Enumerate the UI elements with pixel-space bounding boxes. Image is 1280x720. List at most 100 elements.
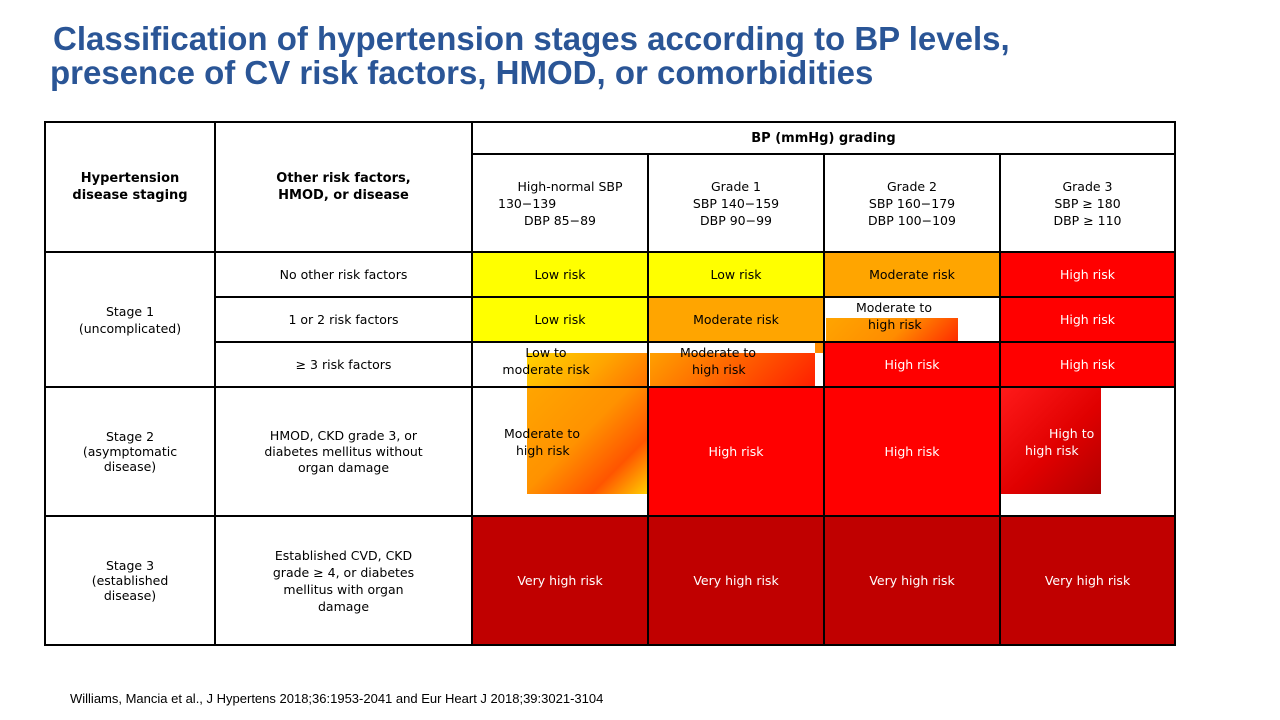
risk-cell-none-high-normal: Low risk xyxy=(472,252,648,297)
risk-label: Low risk xyxy=(534,267,586,282)
risk-cell-stage3-grade-2: Very high risk xyxy=(824,516,1000,645)
grade-high-normal-line-3: DBP 85−89 xyxy=(524,212,596,228)
risk-label-line-2: high risk xyxy=(1025,443,1079,458)
risk-cell-none-grade-1: Low risk xyxy=(648,252,824,297)
header-risk-factors: Other risk factors, HMOD, or disease xyxy=(215,122,472,252)
stage-2-line-2: (asymptomatic xyxy=(82,444,178,459)
risk-label: High risk xyxy=(884,444,940,459)
risk-label: Very high risk xyxy=(869,573,955,588)
risk-cell-none-grade-2: Moderate risk xyxy=(824,252,1000,297)
risk-label: High risk xyxy=(884,357,940,372)
header-risk-line-2: HMOD, or disease xyxy=(278,188,409,203)
risk-label: Moderate risk xyxy=(693,312,779,327)
header-staging-line-1: Hypertension xyxy=(80,171,180,186)
risk-label: High risk xyxy=(708,444,764,459)
risk-label: Moderate risk xyxy=(869,267,955,282)
risk-label: Low risk xyxy=(534,312,586,327)
grade-1-line-3: DBP 90−99 xyxy=(700,212,772,228)
stage-3-line-2: (established xyxy=(91,573,169,588)
risk-label-line-1: Low to xyxy=(525,345,567,360)
risk-factors-stage-3: Established CVD, CKD grade ≥ 4, or diabe… xyxy=(215,516,472,645)
header-bp-grading: BP (mmHg) grading xyxy=(472,122,1175,154)
grade-1-line-1: Grade 1 xyxy=(710,178,762,194)
risk-cell-stage2-high-normal: Moderate to high risk xyxy=(504,425,580,459)
stage-3-label: Stage 3 (established disease) xyxy=(45,516,215,645)
stage-3-line-1: Stage 3 xyxy=(105,558,155,573)
risk-factors-3-plus-label: ≥ 3 risk factors xyxy=(295,357,392,372)
rf-stage2-line-3: organ damage xyxy=(297,459,390,475)
risk-label: High risk xyxy=(1059,357,1116,372)
risk-label-line-2: high risk xyxy=(868,317,922,332)
grade-1-line-2: SBP 140−159 xyxy=(692,195,780,211)
page-title: Classification of hypertension stages ac… xyxy=(50,22,1010,90)
stage-2-label: Stage 2 (asymptomatic disease) xyxy=(45,387,215,516)
grade-2-line-3: DBP 100−109 xyxy=(868,212,956,228)
grade-3: Grade 3 SBP ≥ 180 DBP ≥ 110 xyxy=(1000,154,1175,252)
risk-cell-3plus-grade-2: High risk xyxy=(824,342,1000,387)
header-staging-line-2: disease staging xyxy=(72,188,188,203)
risk-cell-1-2-high-normal: Low risk xyxy=(472,297,648,342)
risk-label-line-1: Moderate to xyxy=(856,300,932,315)
stage-3-line-3: disease) xyxy=(103,588,157,603)
grade-high-normal-line-1: High-normal SBP xyxy=(517,178,623,194)
risk-label-line-2: high risk xyxy=(692,362,746,377)
risk-label: Very high risk xyxy=(1044,573,1131,588)
citation: Williams, Mancia et al., J Hypertens 201… xyxy=(70,691,604,706)
risk-label-line-1: High to xyxy=(1049,426,1095,441)
risk-cell-stage2-grade-2: High risk xyxy=(824,387,1000,516)
grade-high-normal-line-2: 130−139 xyxy=(498,195,557,211)
risk-cell-stage3-high-normal: Very high risk xyxy=(472,516,648,645)
rf-stage3-line-1: Established CVD, CKD xyxy=(274,547,413,563)
risk-cell-3plus-grade-3: High risk xyxy=(1000,342,1175,387)
risk-factors-1-2-label: 1 or 2 risk factors xyxy=(288,312,399,327)
grade-2-line-1: Grade 2 xyxy=(886,178,938,194)
risk-cell-stage3-grade-3: Very high risk xyxy=(1000,516,1175,645)
risk-cell-1-2-grade-2: Moderate to high risk xyxy=(856,299,932,333)
stage-1-label: Stage 1 (uncomplicated) xyxy=(45,252,215,387)
risk-factors-none: No other risk factors xyxy=(215,252,472,297)
grade-high-normal: High-normal SBP 130−139 DBP 85−89 xyxy=(472,154,648,252)
grade-3-line-1: Grade 3 xyxy=(1062,178,1113,194)
risk-label: Low risk xyxy=(710,267,762,282)
title-line-1: Classification of hypertension stages ac… xyxy=(53,20,1010,57)
header-staging: Hypertension disease staging xyxy=(45,122,215,252)
grade-2-line-2: SBP 160−179 xyxy=(868,195,956,211)
rf-stage3-line-3: mellitus with organ xyxy=(283,581,404,597)
risk-factors-stage-2: HMOD, CKD grade 3, or diabetes mellitus … xyxy=(215,387,472,516)
rf-stage2-line-2: diabetes mellitus without xyxy=(264,443,423,459)
stage-2-line-3: disease) xyxy=(103,459,157,474)
risk-cell-stage2-grade-3: High to high risk xyxy=(1025,425,1094,459)
risk-cell-3plus-grade-1: Moderate to high risk xyxy=(680,344,756,378)
title-line-2: presence of CV risk factors, HMOD, or co… xyxy=(50,54,874,91)
risk-cell-stage3-grade-1: Very high risk xyxy=(648,516,824,645)
risk-label-line-2: moderate risk xyxy=(502,362,590,377)
stage-1-line-1: Stage 1 xyxy=(105,303,155,319)
rf-stage2-line-1: HMOD, CKD grade 3, or xyxy=(269,427,418,443)
risk-factors-none-label: No other risk factors xyxy=(279,267,408,282)
risk-factors-1-2: 1 or 2 risk factors xyxy=(215,297,472,342)
grade-1: Grade 1 SBP 140−159 DBP 90−99 xyxy=(648,154,824,252)
risk-label-line-1: Moderate to xyxy=(504,426,580,441)
risk-label: High risk xyxy=(1059,267,1116,282)
risk-label: Very high risk xyxy=(693,573,779,588)
stage-1-line-2: (uncomplicated) xyxy=(78,320,182,336)
risk-label-line-1: Moderate to xyxy=(680,345,756,360)
header-risk-line-1: Other risk factors, xyxy=(276,171,411,186)
risk-label: Very high risk xyxy=(517,573,603,588)
risk-cell-1-2-grade-3: High risk xyxy=(1000,297,1175,342)
rf-stage3-line-4: damage xyxy=(317,598,370,614)
risk-factors-3-plus: ≥ 3 risk factors xyxy=(215,342,472,387)
gradient-fill xyxy=(815,343,824,353)
header-bp-grading-label: BP (mmHg) grading xyxy=(751,130,896,146)
risk-label-line-2: high risk xyxy=(516,443,570,458)
risk-cell-3plus-high-normal: Low to moderate risk xyxy=(497,344,595,378)
risk-cell-stage2-grade-1: High risk xyxy=(648,387,824,516)
grade-3-line-2: SBP ≥ 180 xyxy=(1054,195,1121,211)
stage-2-line-1: Stage 2 xyxy=(105,429,155,444)
rf-stage3-line-2: grade ≥ 4, or diabetes xyxy=(272,564,415,580)
risk-cell-none-grade-3: High risk xyxy=(1000,252,1175,297)
risk-label: High risk xyxy=(1059,312,1116,327)
grade-3-line-3: DBP ≥ 110 xyxy=(1053,212,1122,228)
grade-2: Grade 2 SBP 160−179 DBP 100−109 xyxy=(824,154,1000,252)
